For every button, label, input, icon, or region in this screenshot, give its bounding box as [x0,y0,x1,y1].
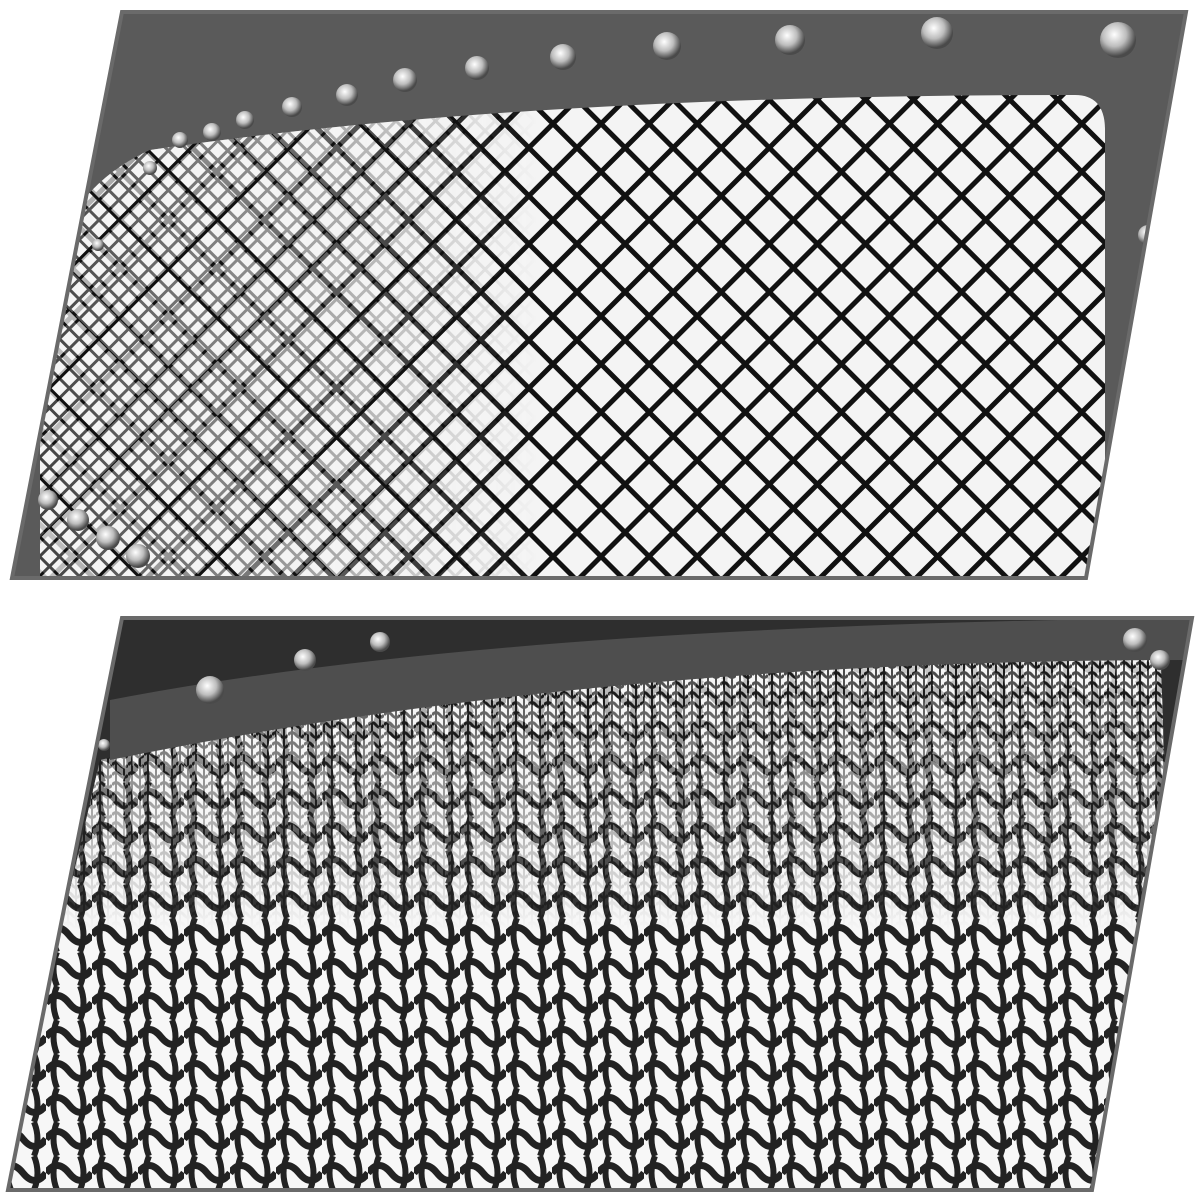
bottom-photo-content [8,618,1192,1190]
bottom-panel-border [5,616,1195,1192]
stud-icon [38,17,1158,568]
top-photo-content [12,12,1186,578]
top-panel-border [9,10,1189,580]
stud-icon [98,628,1170,751]
